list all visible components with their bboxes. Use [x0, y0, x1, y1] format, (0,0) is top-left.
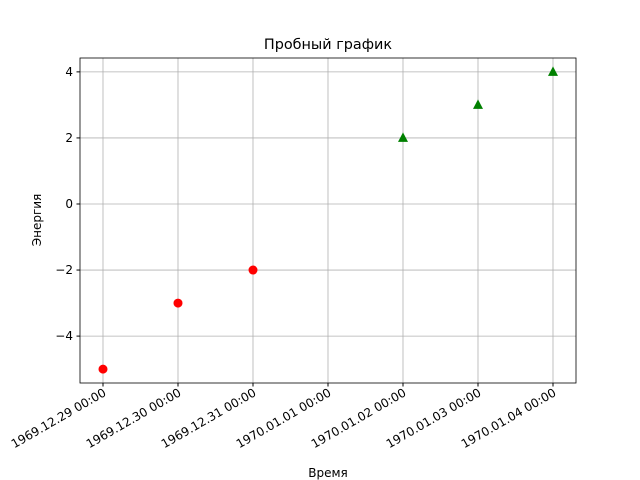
- y-tick-label: −2: [55, 263, 73, 277]
- y-axis-label: Энергия: [30, 194, 44, 247]
- point: [548, 66, 558, 76]
- chart-title: Пробный график: [264, 37, 393, 53]
- y-tick-label: 0: [65, 197, 73, 211]
- point: [98, 364, 108, 374]
- y-tick-label: 2: [65, 131, 73, 145]
- y-tick-label: 4: [65, 65, 73, 79]
- x-axis-label: Время: [308, 466, 348, 480]
- point: [398, 132, 408, 142]
- plot-frame: [79, 57, 577, 384]
- point: [248, 265, 258, 275]
- y-tick-label: −4: [55, 329, 73, 343]
- point: [173, 298, 183, 308]
- point: [473, 99, 483, 109]
